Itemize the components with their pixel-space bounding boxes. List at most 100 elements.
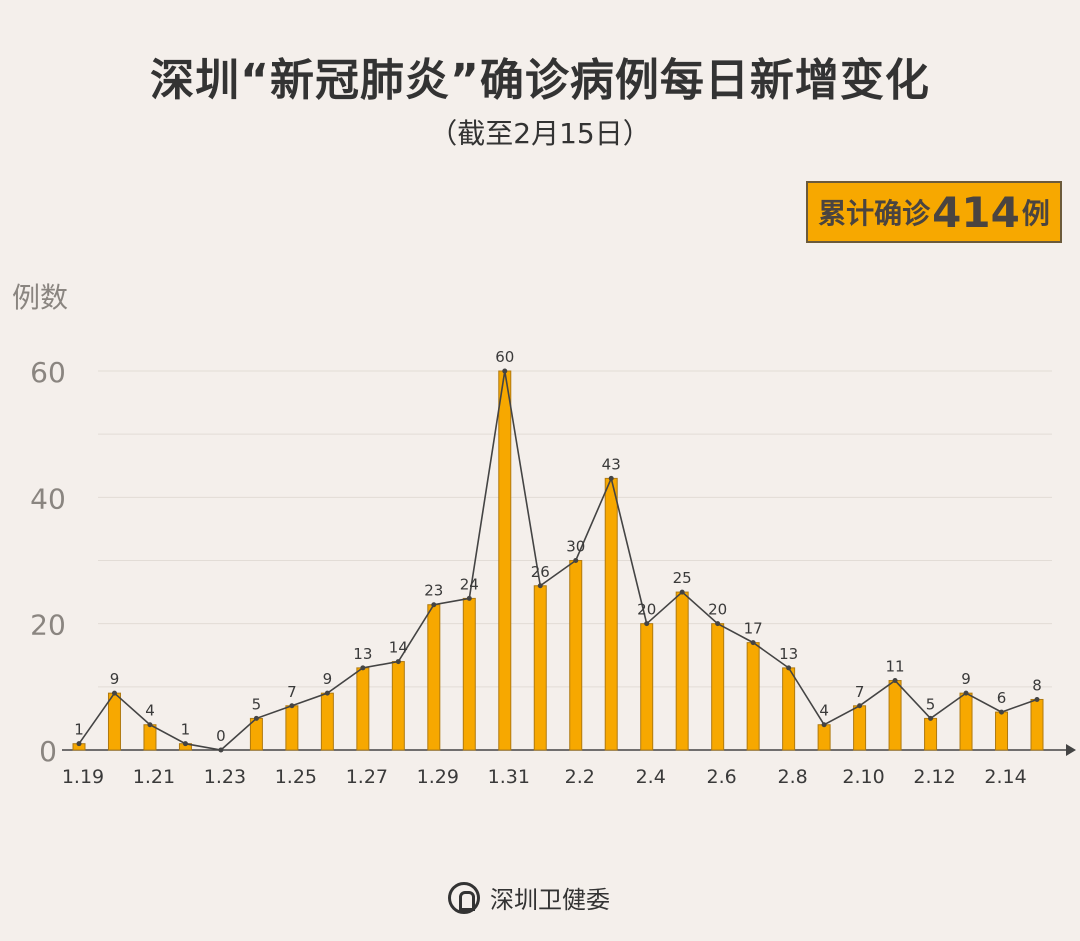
data-label: 17 — [744, 620, 763, 638]
bar-2.14 — [995, 711, 1009, 751]
point-2.15 — [1034, 696, 1040, 702]
bar-1.20 — [107, 692, 121, 751]
x-tick-label: 2.10 — [842, 766, 884, 788]
data-label: 14 — [389, 639, 408, 657]
source-label: 深圳卫健委 — [490, 886, 610, 914]
point-1.26 — [324, 690, 330, 696]
bar-2.12 — [924, 717, 938, 751]
point-1.21 — [147, 722, 153, 728]
point-2.5 — [679, 589, 685, 595]
x-tick-label: 1.25 — [275, 766, 317, 788]
data-label: 9 — [961, 670, 971, 688]
point-2.7 — [750, 640, 756, 646]
point-2.13 — [963, 690, 969, 696]
data-label: 5 — [926, 695, 936, 713]
bar-2.7 — [746, 642, 760, 751]
bar-1.21 — [143, 724, 157, 751]
bar-2.6 — [711, 623, 725, 751]
footer: 深圳卫健委 — [448, 880, 610, 915]
data-label: 7 — [855, 683, 865, 701]
x-tick-label: 2.4 — [636, 766, 666, 788]
point-2.6 — [715, 621, 721, 627]
data-label: 9 — [110, 670, 120, 688]
data-label: 43 — [602, 455, 621, 473]
x-tick-label: 1.21 — [133, 766, 175, 788]
bar-1.26 — [320, 692, 334, 751]
bar-2.2 — [569, 560, 583, 751]
x-tick-label: 2.12 — [913, 766, 955, 788]
bar-2.4 — [640, 623, 654, 751]
data-label: 13 — [779, 645, 798, 663]
data-label: 24 — [460, 575, 479, 593]
y-axis-label: 例数 — [12, 281, 69, 314]
point-2.11 — [892, 678, 898, 684]
x-tick-label: 1.29 — [417, 766, 459, 788]
data-label: 9 — [323, 670, 333, 688]
data-label: 1 — [74, 721, 84, 739]
x-tick-label: 2.6 — [707, 766, 737, 788]
data-label: 23 — [424, 582, 443, 600]
point-1.25 — [289, 703, 295, 709]
total-badge: 累计确诊 414 例 — [806, 181, 1062, 243]
health-commission-logo-icon — [448, 881, 480, 914]
point-2.14 — [999, 709, 1005, 715]
point-1.27 — [360, 665, 366, 671]
point-1.28 — [395, 659, 401, 665]
point-1.31 — [502, 368, 508, 374]
bar-2.1 — [533, 585, 547, 751]
y-tick-label: 0 — [39, 735, 57, 768]
data-label: 30 — [566, 538, 585, 556]
point-2.9 — [821, 722, 827, 728]
total-prefix: 累计确诊 — [818, 197, 931, 230]
bar-2.10 — [853, 705, 867, 751]
data-label: 6 — [997, 689, 1007, 707]
x-tick-label: 2.8 — [778, 766, 808, 788]
bar-2.3 — [604, 477, 618, 751]
point-1.29 — [431, 602, 437, 608]
point-1.19 — [76, 741, 82, 747]
data-label: 4 — [819, 702, 829, 720]
x-axis-arrow-icon — [1066, 744, 1076, 756]
point-2.10 — [857, 703, 863, 709]
x-tick-label: 1.23 — [204, 766, 246, 788]
chart-subtitle: （截至2月15日） — [429, 117, 651, 150]
point-2.2 — [573, 558, 579, 563]
x-tick-label: 1.19 — [62, 766, 104, 788]
x-tick-label: 1.31 — [488, 766, 530, 788]
bar-1.25 — [285, 705, 299, 751]
bar-2.13 — [959, 692, 973, 751]
data-label: 26 — [531, 563, 550, 581]
bar-1.27 — [356, 667, 370, 751]
bar-2.8 — [782, 667, 796, 751]
bar-1.29 — [427, 604, 441, 751]
bar-2.11 — [888, 680, 902, 751]
point-2.8 — [786, 665, 792, 671]
x-tick-label: 1.27 — [346, 766, 388, 788]
total-suffix: 例 — [1021, 197, 1050, 230]
data-label: 8 — [1032, 676, 1042, 694]
trend-line — [78, 370, 1038, 751]
point-1.24 — [253, 715, 259, 721]
data-label: 25 — [673, 569, 692, 587]
data-label: 13 — [353, 645, 372, 663]
total-value: 414 — [932, 187, 1020, 237]
point-1.20 — [111, 690, 117, 696]
data-label: 7 — [287, 683, 297, 701]
data-label: 5 — [252, 695, 262, 713]
bar-2.9 — [817, 724, 831, 751]
point-1.30 — [466, 595, 472, 601]
data-label: 20 — [708, 601, 727, 619]
bar-2.5 — [675, 591, 689, 751]
data-label: 20 — [637, 601, 656, 619]
point-2.12 — [928, 715, 934, 721]
bar-1.30 — [462, 597, 476, 751]
x-tick-label: 2.14 — [984, 766, 1026, 788]
bar-1.31 — [498, 370, 512, 751]
data-label: 11 — [886, 658, 905, 676]
point-2.1 — [537, 583, 543, 589]
data-label: 4 — [145, 702, 155, 720]
bar-2.15 — [1030, 698, 1044, 751]
point-2.4 — [644, 621, 650, 627]
y-tick-label: 60 — [30, 356, 66, 389]
